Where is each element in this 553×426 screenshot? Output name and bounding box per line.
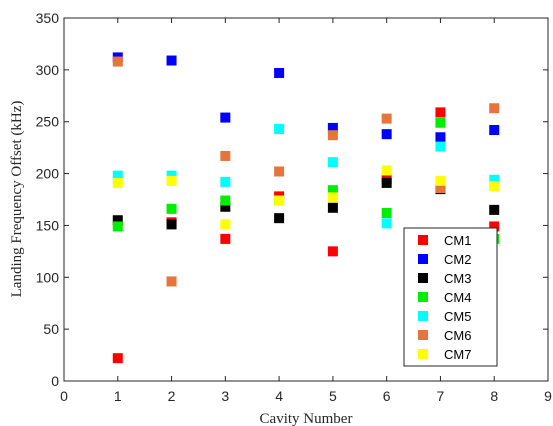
legend-marker-cm7 <box>418 349 428 359</box>
point-cm7-cavity-6 <box>382 165 392 175</box>
point-cm5-cavity-3 <box>220 177 230 187</box>
point-cm1-cavity-5 <box>328 246 338 256</box>
x-tick-label: 2 <box>168 388 176 404</box>
legend-label-cm4: CM4 <box>444 290 471 305</box>
point-cm2-cavity-7 <box>435 132 445 142</box>
legend-marker-cm6 <box>418 330 428 340</box>
y-tick-label: 50 <box>43 321 59 337</box>
y-tick-label: 0 <box>51 373 59 389</box>
legend-marker-cm1 <box>418 235 428 245</box>
legend-marker-cm5 <box>418 311 428 321</box>
point-cm6-cavity-2 <box>167 276 177 286</box>
legend-label-cm5: CM5 <box>444 309 471 324</box>
point-cm4-cavity-7 <box>435 118 445 128</box>
point-cm5-cavity-4 <box>274 124 284 134</box>
legend-marker-cm4 <box>418 292 428 302</box>
y-tick-label: 250 <box>36 114 60 130</box>
y-axis-title: Landing Frequency Offset (kHz) <box>9 101 25 298</box>
point-cm4-cavity-6 <box>382 208 392 218</box>
legend-label-cm2: CM2 <box>444 252 471 267</box>
point-cm2-cavity-8 <box>489 125 499 135</box>
y-tick-label: 100 <box>36 269 60 285</box>
point-cm7-cavity-8 <box>489 181 499 191</box>
point-cm5-cavity-6 <box>382 218 392 228</box>
point-cm3-cavity-2 <box>167 219 177 229</box>
x-tick-label: 4 <box>275 388 283 404</box>
point-cm6-cavity-6 <box>382 114 392 124</box>
point-cm1-cavity-1 <box>113 353 123 363</box>
legend-label-cm6: CM6 <box>444 328 471 343</box>
point-cm1-cavity-7 <box>435 107 445 117</box>
legend-marker-cm3 <box>418 273 428 283</box>
point-cm7-cavity-5 <box>328 192 338 202</box>
point-cm6-cavity-4 <box>274 166 284 176</box>
point-cm4-cavity-2 <box>167 204 177 214</box>
point-cm6-cavity-8 <box>489 103 499 113</box>
y-tick-label: 350 <box>36 10 60 26</box>
point-cm7-cavity-3 <box>220 219 230 229</box>
point-cm4-cavity-1 <box>113 221 123 231</box>
point-cm6-cavity-1 <box>113 57 123 67</box>
x-axis-title: Cavity Number <box>260 411 353 426</box>
point-cm2-cavity-3 <box>220 113 230 123</box>
point-cm3-cavity-4 <box>274 213 284 223</box>
point-cm5-cavity-5 <box>328 157 338 167</box>
point-cm7-cavity-1 <box>113 178 123 188</box>
x-tick-label: 7 <box>437 388 445 404</box>
y-tick-label: 200 <box>36 166 60 182</box>
point-cm3-cavity-6 <box>382 178 392 188</box>
point-cm2-cavity-2 <box>167 56 177 66</box>
x-tick-label: 1 <box>114 388 122 404</box>
x-tick-label: 9 <box>544 388 552 404</box>
point-cm7-cavity-7 <box>435 176 445 186</box>
y-tick-label: 300 <box>36 62 60 78</box>
point-cm2-cavity-6 <box>382 129 392 139</box>
x-tick-label: 8 <box>490 388 498 404</box>
legend-marker-cm2 <box>418 254 428 264</box>
legend-label-cm7: CM7 <box>444 347 471 362</box>
point-cm1-cavity-3 <box>220 234 230 244</box>
x-tick-label: 0 <box>60 388 68 404</box>
point-cm7-cavity-2 <box>167 176 177 186</box>
point-cm6-cavity-3 <box>220 151 230 161</box>
point-cm5-cavity-7 <box>435 142 445 152</box>
x-tick-label: 6 <box>383 388 391 404</box>
point-cm4-cavity-3 <box>220 196 230 206</box>
point-cm6-cavity-5 <box>328 130 338 140</box>
point-cm2-cavity-4 <box>274 68 284 78</box>
legend-label-cm3: CM3 <box>444 271 471 286</box>
x-tick-label: 5 <box>329 388 337 404</box>
y-tick-label: 150 <box>36 217 60 233</box>
point-cm3-cavity-8 <box>489 205 499 215</box>
legend: CM1 CM2 CM3 CM4 CM5 CM6 CM7 <box>404 228 497 366</box>
point-cm7-cavity-4 <box>274 196 284 206</box>
x-tick-label: 3 <box>221 388 229 404</box>
legend-label-cm1: CM1 <box>444 233 471 248</box>
point-cm3-cavity-5 <box>328 203 338 213</box>
